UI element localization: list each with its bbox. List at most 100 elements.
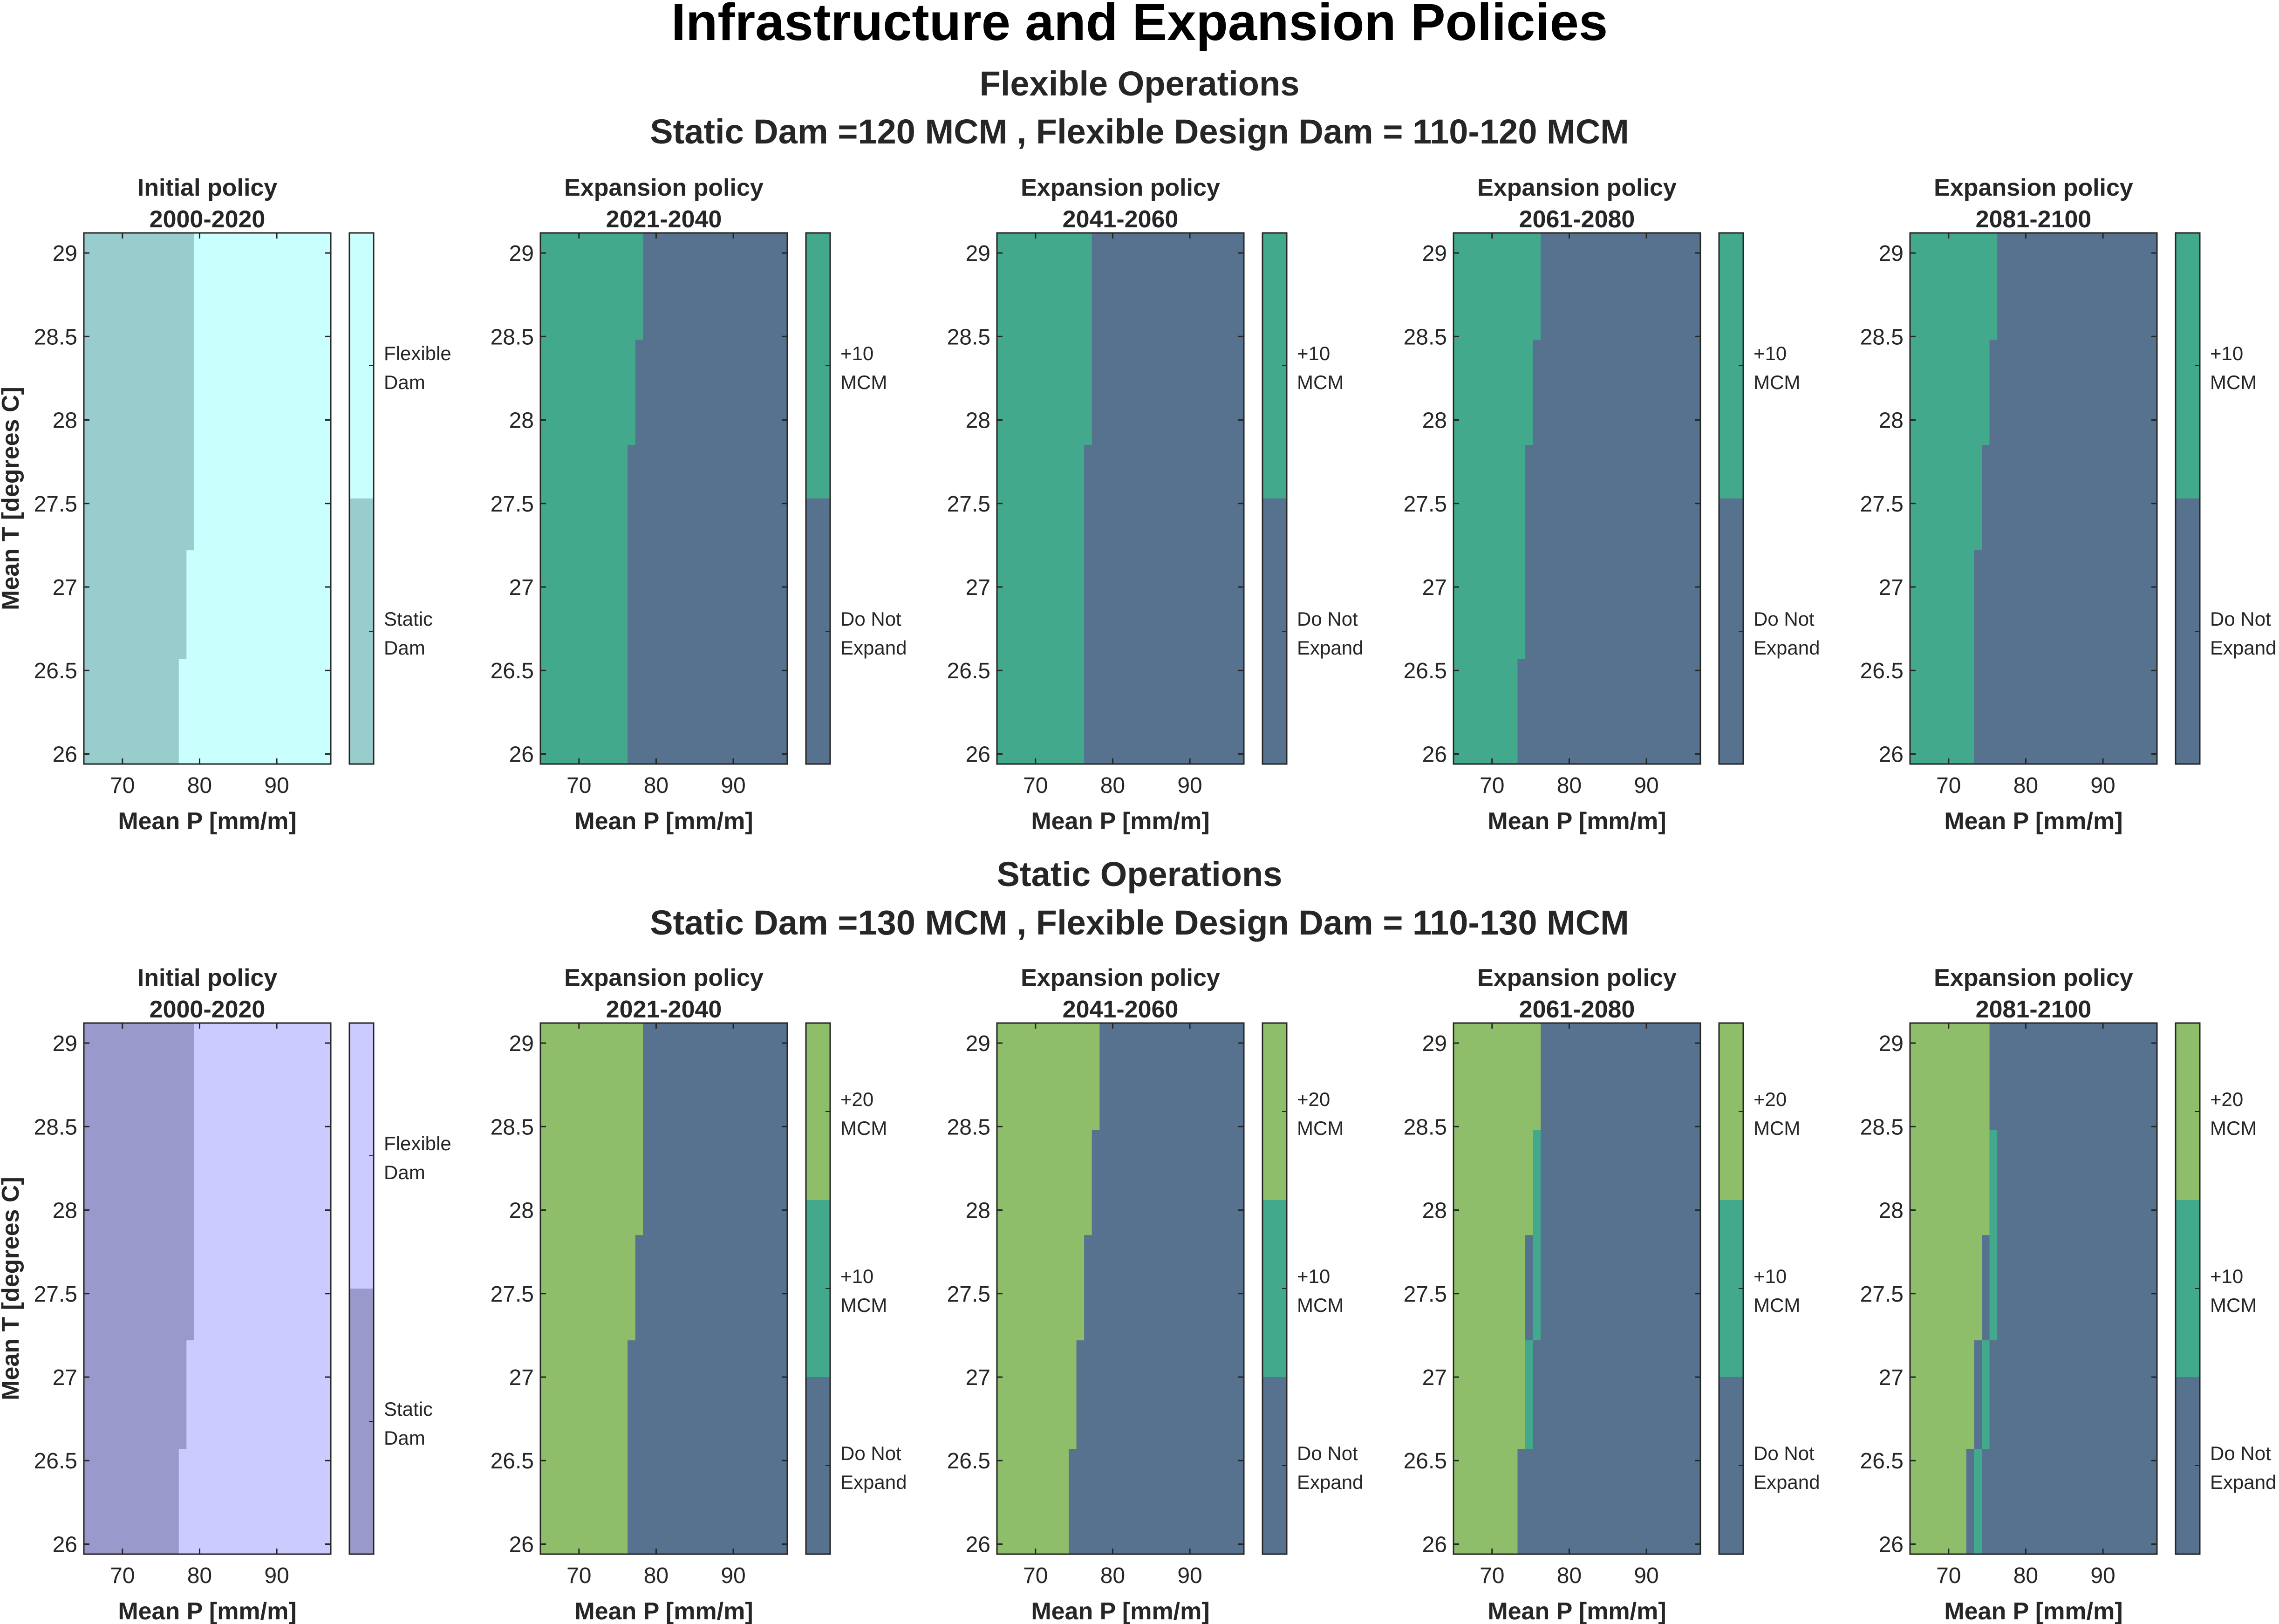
colorbar-frame: [2175, 1022, 2201, 1555]
panel-title: Expansion policy: [1021, 964, 1220, 991]
plot-frame: [996, 1022, 1245, 1555]
colorbar-label: Flexible: [384, 1133, 451, 1154]
colorbar-label: Dam: [384, 637, 425, 659]
x-tick-label: 70: [566, 773, 591, 798]
x-tick-label: 90: [1634, 773, 1658, 798]
colorbar-label: MCM: [1297, 1117, 1344, 1139]
x-tick-label: 70: [1936, 773, 1961, 798]
x-tick-label: 90: [1634, 1563, 1658, 1588]
x-tick-label: 70: [1023, 1563, 1048, 1588]
y-tick-label: 27: [509, 1365, 534, 1390]
chart-panel-1: 70 80 90 26 26.5 27 27.5 28 28.5 29 Initial policy…: [0, 174, 451, 835]
region-static-dam: [84, 233, 194, 764]
colorbar-label: Do Not: [2210, 608, 2271, 630]
x-tick-label: 80: [1100, 1563, 1125, 1588]
colorbar-frame: [1262, 1022, 1288, 1555]
panel-title: Expansion policy: [564, 174, 764, 201]
panel-title-years: 2000-2020: [150, 206, 266, 233]
y-tick-label: 29: [966, 241, 990, 266]
y-tick-label: 26.5: [34, 659, 77, 683]
x-tick-label: 80: [1100, 773, 1125, 798]
colorbar-label: Dam: [384, 1161, 425, 1183]
colorbar-label: MCM: [1754, 371, 1800, 393]
x-tick-label: 70: [1480, 1563, 1504, 1588]
region-plus-10-mcm: [1525, 1340, 1533, 1449]
y-tick-label: 26: [1422, 742, 1447, 767]
colorbar-label: Static: [384, 608, 433, 630]
y-tick-label: 28: [53, 409, 77, 433]
panel-title: Expansion policy: [1934, 964, 2133, 991]
y-tick-label: 26.5: [1404, 659, 1447, 683]
y-tick-label: 29: [1422, 241, 1447, 266]
colorbar-label: Static: [384, 1398, 433, 1420]
section-2-title: Static Operations: [997, 855, 1283, 894]
x-axis-label: Mean P [mm/m]: [118, 808, 296, 835]
colorbar-label: Do Not: [1297, 608, 1358, 630]
y-tick-label: 26: [53, 1532, 77, 1557]
x-tick-label: 90: [1177, 773, 1202, 798]
chart-panel-2: 70 80 90 26 26.5 27 27.5 28 28.5 29 Expansion poli…: [491, 174, 907, 835]
colorbar-label: MCM: [840, 1117, 887, 1139]
y-tick-label: 28.5: [491, 325, 534, 349]
plot-frame: [83, 1022, 332, 1555]
panel-title-years: 2021-2040: [606, 996, 722, 1023]
region--10-mcm: [1910, 233, 1998, 764]
colorbar-label: Expand: [2210, 637, 2276, 659]
region--20-mcm: [1453, 1023, 1541, 1554]
region--20-mcm: [1910, 1023, 1990, 1554]
y-tick-label: 26: [1879, 742, 1904, 767]
chart-panel-5: 70 80 90 26 26.5 27 27.5 28 28.5 29 Expansion poli…: [1860, 174, 2277, 835]
colorbar-label: MCM: [840, 371, 887, 393]
y-tick-label: 28: [1879, 1199, 1904, 1223]
x-tick-label: 70: [110, 773, 135, 798]
y-axis-label: Mean T [degrees C]: [0, 387, 24, 610]
colorbar-label: MCM: [1754, 1294, 1800, 1316]
y-tick-label: 27.5: [1404, 1282, 1447, 1307]
colorbar-label: Expand: [1754, 637, 1820, 659]
colorbar-label: +20: [2210, 1088, 2243, 1110]
colorbar-frame: [2175, 232, 2201, 765]
y-tick-label: 26: [1879, 1532, 1904, 1557]
y-tick-label: 26.5: [1860, 1449, 1904, 1474]
colorbar-label: +10: [1754, 342, 1787, 364]
y-tick-label: 28: [1422, 1199, 1447, 1223]
colorbar-label: +20: [840, 1088, 873, 1110]
plot-frame: [1909, 1022, 2158, 1555]
x-axis-label: Mean P [mm/m]: [1944, 808, 2122, 835]
colorbar-label: MCM: [1297, 371, 1344, 393]
section-1-subtitle: Static Dam =120 MCM , Flexible Design Da…: [650, 112, 1629, 151]
x-tick-label: 70: [1023, 773, 1048, 798]
y-tick-label: 27: [509, 575, 534, 600]
panel-title-years: 2021-2040: [606, 206, 722, 233]
chart-panel-8: 70 80 90 26 26.5 27 27.5 28 28.5 29 Expansion poli…: [947, 964, 1364, 1624]
plot-frame: [83, 232, 332, 765]
x-axis-label: Mean P [mm/m]: [118, 1598, 296, 1624]
y-tick-label: 28.5: [1860, 1115, 1904, 1140]
region--10-mcm: [1453, 233, 1541, 764]
colorbar-label: +10: [1754, 1265, 1787, 1287]
x-tick-label: 70: [110, 1563, 135, 1588]
y-tick-label: 26.5: [491, 1449, 534, 1474]
region--20-mcm: [997, 1023, 1100, 1554]
colorbar-label: Expand: [840, 1471, 907, 1493]
colorbar-label: +10: [2210, 1265, 2243, 1287]
y-tick-label: 26: [509, 1532, 534, 1557]
y-tick-label: 27: [1422, 1365, 1447, 1390]
y-tick-label: 27.5: [34, 492, 77, 517]
y-tick-label: 26.5: [34, 1449, 77, 1474]
x-tick-label: 80: [187, 1563, 212, 1588]
x-tick-label: 90: [2090, 773, 2115, 798]
y-tick-label: 26: [966, 742, 990, 767]
y-tick-label: 28.5: [1860, 325, 1904, 349]
x-tick-label: 90: [2090, 1563, 2115, 1588]
x-axis-label: Mean P [mm/m]: [1944, 1598, 2122, 1624]
y-tick-label: 29: [53, 1031, 77, 1056]
y-tick-label: 29: [1879, 241, 1904, 266]
y-tick-label: 29: [53, 241, 77, 266]
y-tick-label: 27.5: [947, 492, 990, 517]
colorbar-label: Dam: [384, 1427, 425, 1449]
y-tick-label: 28.5: [947, 1115, 990, 1140]
panel-title-years: 2061-2080: [1519, 996, 1635, 1023]
colorbar-frame: [1262, 232, 1288, 765]
y-tick-label: 26: [966, 1532, 990, 1557]
